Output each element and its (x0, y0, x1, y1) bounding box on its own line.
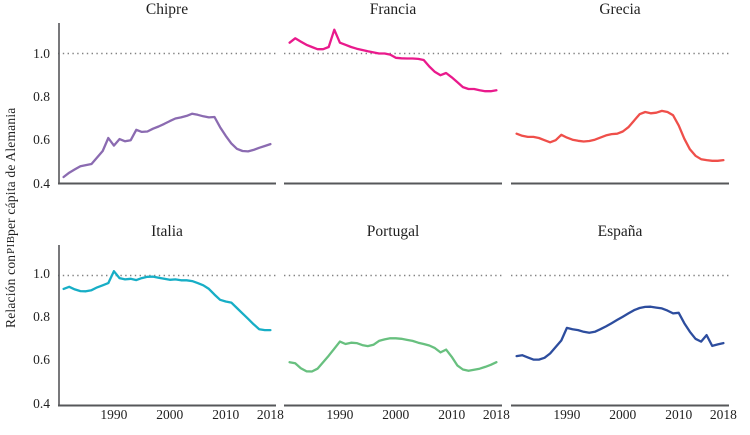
series-line-chipre (62, 112, 272, 179)
y-axis-label-acronym: PIB (5, 235, 17, 255)
panel-plot (284, 242, 502, 409)
panel-title: Grecia (599, 1, 641, 18)
panel-francia: Francia (284, 0, 502, 187)
panel-plot (511, 242, 729, 409)
y-tick-label: 0.8 (33, 88, 50, 104)
y-tick-label: 0.4 (33, 395, 50, 411)
x-tick-label: 1990 (553, 407, 581, 422)
y-tick-label: 0.6 (33, 132, 50, 148)
x-tick-label: 2000 (156, 407, 184, 422)
panel-title: España (597, 223, 643, 240)
y-tick-label: 1.0 (33, 265, 50, 281)
series-line-grecia (515, 109, 725, 162)
panel-grecia: Grecia (511, 0, 729, 187)
panel-portugal: Portugal (284, 222, 502, 409)
x-tick-label: 2000 (382, 407, 410, 422)
panel-italia: Italia (58, 222, 276, 409)
y-axis-label: Relación con PIB per cápita de Alemania (0, 0, 22, 435)
series-line-italia (62, 270, 272, 332)
panel-plot (511, 20, 729, 187)
y-tick-label: 0.8 (33, 308, 50, 324)
panel-chart-svg (284, 274, 502, 407)
panel-plot (284, 20, 502, 187)
x-tick-label: 1990 (326, 407, 354, 422)
panel-title: Chipre (145, 1, 189, 18)
panel-chart-svg (511, 274, 729, 407)
panel-chart-svg (284, 28, 502, 185)
x-tick-label: 2010 (212, 407, 240, 422)
panel-espana: España (511, 222, 729, 409)
series-line-francia (288, 28, 498, 93)
y-tick-label: 0.4 (33, 175, 50, 191)
x-tick-label: 2018 (482, 407, 510, 422)
y-tick-label: 1.0 (33, 45, 50, 61)
panel-title: Francia (369, 1, 417, 18)
panel-chipre: Chipre (58, 0, 276, 187)
panel-plot (58, 242, 276, 409)
series-line-portugal (288, 337, 498, 373)
panel-title: Italia (151, 223, 183, 240)
panel-plot (58, 20, 276, 187)
x-tick-label: 2010 (438, 407, 466, 422)
x-tick-label: 2010 (665, 407, 693, 422)
x-tick-label: 2000 (609, 407, 637, 422)
x-tick-label: 2018 (709, 407, 737, 422)
panel-title: Portugal (366, 223, 420, 240)
x-tick-label: 1990 (100, 407, 128, 422)
panel-chart-svg (58, 23, 276, 185)
panel-chart-svg (511, 52, 729, 185)
series-line-españa (515, 305, 725, 361)
panel-chart-svg (58, 245, 276, 407)
x-tick-label: 2018 (256, 407, 284, 422)
y-axis-label-part: per cápita de Alemania (3, 107, 18, 236)
y-tick-label: 0.6 (33, 352, 50, 368)
